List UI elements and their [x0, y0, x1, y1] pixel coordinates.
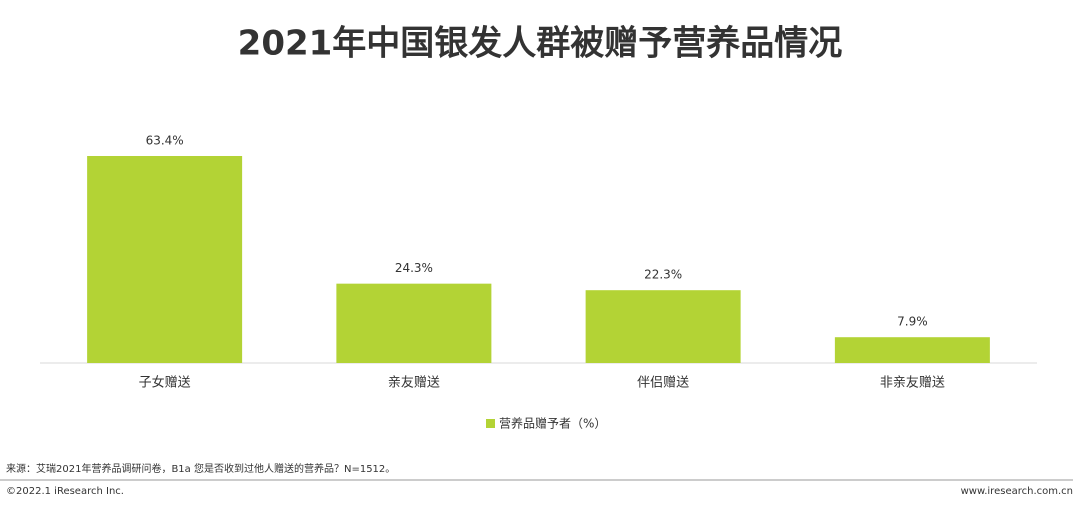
legend-label: 营养品赠予者（%）: [499, 416, 606, 431]
value-label: 63.4%: [146, 133, 184, 147]
source-note: 来源：艾瑞2021年营养品调研问卷，B1a 您是否收到过他人赠送的营养品？N=1…: [6, 462, 395, 475]
x-tick-label: 子女赠送: [139, 375, 191, 391]
value-label: 24.3%: [395, 261, 433, 275]
bar: [585, 290, 741, 363]
x-tick-label: 亲友赠送: [388, 375, 440, 391]
copyright: ©2022.1 iResearch Inc.: [6, 486, 124, 497]
x-tick-label: 非亲友赠送: [880, 375, 945, 391]
legend-swatch: [486, 419, 495, 428]
bar: [834, 337, 990, 363]
bar: [336, 283, 492, 363]
bar: [87, 155, 243, 363]
chart-title: 2021年中国银发人群被赠予营养品情况: [238, 24, 843, 64]
value-label: 7.9%: [897, 315, 928, 329]
website: www.iresearch.com.cn: [961, 486, 1073, 497]
x-tick-label: 伴侣赠送: [637, 376, 689, 391]
value-label: 22.3%: [644, 268, 682, 282]
